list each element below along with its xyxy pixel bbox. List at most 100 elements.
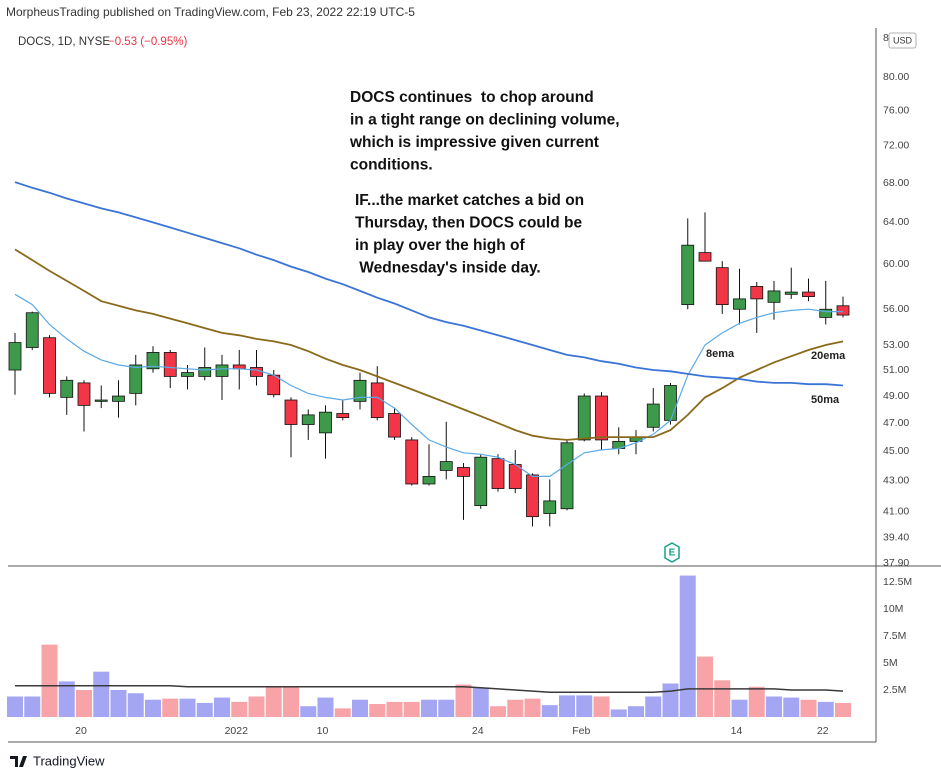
price-tick-label: 80.00	[883, 71, 909, 83]
volume-bar	[576, 695, 593, 717]
candle-body	[112, 395, 125, 402]
volume-bar	[662, 683, 679, 717]
price-tick-label: 60.00	[883, 258, 909, 270]
price-tick-label: 51.00	[883, 364, 909, 376]
annotation-text: Wednesday's inside day.	[355, 260, 541, 277]
candle-body	[767, 290, 781, 303]
volume-bar	[800, 699, 817, 717]
volume-bar	[145, 699, 161, 717]
price-tick-label: 76.00	[883, 105, 909, 117]
volume-bar	[835, 702, 851, 717]
volume-bar	[24, 696, 41, 717]
x-tick-label: Feb	[572, 725, 590, 737]
volume-bar	[317, 697, 334, 717]
footer-logo: TradingView	[10, 753, 105, 768]
volume-tick-label: 12.5M	[883, 576, 912, 588]
candle-body	[715, 267, 729, 306]
volume-bar	[438, 699, 455, 717]
price-tick-label: 39.40	[883, 532, 909, 544]
volume-bar	[369, 704, 386, 717]
volume-bar	[403, 701, 420, 717]
volume-bar	[58, 681, 75, 717]
x-tick-label: 22	[817, 725, 829, 737]
candle-body	[577, 395, 591, 441]
annotation-text: in play over the high of	[355, 237, 525, 254]
volume-bar	[559, 695, 575, 717]
annotation-text: DOCS continues to chop around	[350, 89, 594, 106]
volume-tick-label: 10M	[883, 603, 903, 615]
candle-body	[353, 379, 367, 402]
candle-body	[388, 413, 401, 438]
moving-average-line	[14, 248, 844, 441]
volume-tick-label: 2.5M	[883, 684, 906, 696]
volume-average-line	[15, 684, 844, 693]
price-tick-label: 64.00	[883, 216, 909, 228]
volume-bar	[507, 699, 524, 717]
candle-body	[319, 411, 332, 434]
logo-icon	[10, 756, 27, 767]
x-tick-label: 2022	[225, 725, 249, 737]
candle-body	[491, 458, 505, 489]
volume-bar	[127, 693, 144, 717]
earnings-icon	[664, 542, 680, 563]
candle-body	[301, 414, 315, 425]
volume-bar	[628, 706, 644, 717]
volume-bar	[541, 705, 558, 717]
candle-body	[681, 244, 695, 306]
candle-body	[181, 372, 194, 377]
candle-body	[8, 342, 22, 371]
earnings-label: E	[669, 548, 676, 559]
price-pane: 8ema 20ema 50ma DOCS continues to chop arou…	[8, 89, 850, 527]
price-tick-label: 49.00	[883, 390, 909, 402]
volume-bar	[714, 680, 731, 717]
published-header: MorpheusTrading published on TradingView…	[6, 5, 415, 19]
candle-body	[60, 379, 74, 398]
earnings-marker[interactable]: E	[664, 542, 680, 563]
price-tick-label: 47.00	[883, 417, 909, 429]
volume-bar	[593, 696, 610, 717]
candle-body	[560, 442, 574, 510]
volume-bar	[645, 696, 662, 717]
candle-body	[77, 382, 91, 406]
candle-body	[457, 467, 470, 477]
price-tick-label: 56.00	[883, 303, 909, 315]
candle-body	[94, 399, 108, 402]
volume-bar	[386, 701, 403, 717]
volume-bar	[283, 686, 299, 717]
volume-bar	[41, 644, 58, 717]
volume-bar	[76, 690, 92, 717]
volume-bar	[231, 701, 248, 717]
candle-body	[802, 291, 815, 297]
volume-bar	[524, 698, 541, 717]
price-change: −0.53 (−0.95%)	[108, 36, 187, 48]
volume-bar	[455, 684, 472, 717]
price-tick-label: 53.00	[883, 339, 909, 351]
candle-body	[543, 500, 557, 514]
annotation-text: in a tight range on declining volume,	[350, 112, 620, 129]
currency-badge	[888, 32, 917, 49]
candle-body	[25, 312, 39, 348]
candle-body	[750, 286, 764, 300]
price-tick-label: 45.00	[883, 445, 909, 457]
axes: 37.90 39.40 41.00 43.00 45.00 47.00 49.00 51.00…	[75, 32, 917, 737]
annotation-text: IF...the market catches a bid on	[355, 192, 584, 209]
price-tick-label: 37.90	[883, 557, 909, 569]
candle-body	[819, 308, 833, 318]
volume-bar	[334, 708, 351, 717]
candle-body	[163, 352, 177, 377]
candle-body	[422, 476, 436, 485]
candle-body	[232, 364, 246, 370]
volume-bar	[697, 656, 713, 717]
volume-tick-label: 7.5M	[883, 630, 906, 642]
candle-body	[370, 382, 384, 419]
candle-body	[836, 305, 850, 316]
candle-body	[129, 364, 143, 394]
volume-bar	[783, 697, 800, 717]
candle-body	[526, 474, 539, 518]
candle-body	[595, 395, 608, 441]
volume-bar	[472, 687, 489, 717]
candle-body	[198, 367, 212, 377]
volume-bar	[352, 699, 368, 717]
